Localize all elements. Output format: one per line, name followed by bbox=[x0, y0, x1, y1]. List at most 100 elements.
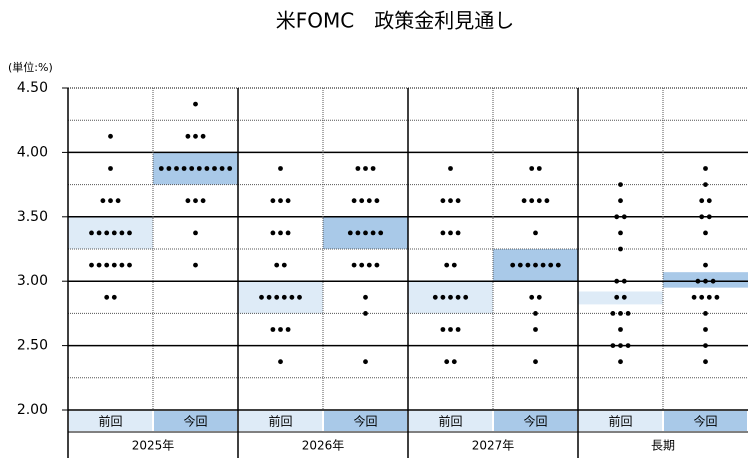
dot bbox=[448, 230, 453, 236]
dot bbox=[710, 278, 716, 284]
dot bbox=[370, 166, 376, 171]
dot bbox=[166, 166, 172, 171]
dot bbox=[463, 294, 469, 300]
dot bbox=[274, 294, 280, 300]
dot bbox=[111, 262, 117, 268]
dot bbox=[108, 133, 113, 139]
dot bbox=[281, 294, 287, 300]
dot bbox=[366, 198, 372, 204]
dot bbox=[448, 327, 453, 332]
dot bbox=[618, 198, 623, 204]
dot bbox=[347, 230, 353, 236]
dot bbox=[455, 327, 461, 332]
column-header: 今回 bbox=[183, 414, 207, 429]
dot bbox=[278, 327, 283, 332]
dot bbox=[200, 133, 206, 139]
dot bbox=[374, 262, 380, 268]
dot bbox=[444, 359, 450, 365]
dot bbox=[451, 262, 457, 268]
dot bbox=[706, 198, 712, 204]
dot bbox=[189, 166, 195, 171]
dot bbox=[703, 230, 708, 236]
dot bbox=[196, 166, 202, 171]
dot bbox=[96, 262, 102, 268]
dot bbox=[706, 294, 712, 300]
dot bbox=[270, 327, 276, 332]
dot bbox=[289, 294, 295, 300]
dot bbox=[703, 327, 708, 332]
y-tick-label: 2.50 bbox=[17, 338, 48, 354]
dot bbox=[455, 294, 461, 300]
dot bbox=[363, 294, 368, 300]
dot bbox=[618, 343, 623, 348]
dot bbox=[158, 166, 164, 171]
dot bbox=[510, 262, 516, 268]
dot bbox=[614, 214, 620, 220]
dot bbox=[703, 182, 708, 188]
group-label: 2025年 bbox=[132, 439, 175, 453]
dot bbox=[193, 101, 198, 107]
dot bbox=[525, 262, 531, 268]
dot bbox=[618, 182, 623, 188]
dot bbox=[448, 294, 453, 300]
median-band bbox=[68, 216, 153, 249]
dot bbox=[111, 294, 117, 300]
dot bbox=[703, 359, 708, 365]
dot bbox=[227, 166, 233, 171]
y-tick-label: 4.00 bbox=[17, 144, 48, 160]
dot bbox=[212, 166, 217, 171]
unit-label: (単位:%) bbox=[8, 60, 53, 74]
y-tick-label: 2.00 bbox=[17, 402, 48, 418]
dot bbox=[278, 359, 283, 365]
dot bbox=[699, 198, 705, 204]
dot bbox=[536, 198, 542, 204]
dot bbox=[618, 327, 623, 332]
column-header: 今回 bbox=[353, 414, 377, 429]
dot bbox=[444, 262, 450, 268]
dot bbox=[104, 230, 110, 236]
median-band bbox=[238, 281, 323, 314]
dot bbox=[533, 262, 538, 268]
dot bbox=[119, 230, 125, 236]
column-header-cell bbox=[69, 411, 152, 431]
dot bbox=[529, 166, 535, 171]
median-band bbox=[578, 291, 663, 305]
dot bbox=[108, 198, 113, 204]
dot bbox=[440, 294, 446, 300]
dot bbox=[89, 262, 94, 268]
dot bbox=[181, 166, 187, 171]
dot bbox=[359, 198, 365, 204]
dot bbox=[432, 294, 438, 300]
dot bbox=[610, 311, 616, 316]
column-header: 今回 bbox=[523, 414, 547, 429]
dot bbox=[281, 262, 287, 268]
dot bbox=[536, 294, 542, 300]
dot bbox=[440, 230, 446, 236]
dot bbox=[614, 294, 620, 300]
column-header-cell bbox=[239, 411, 322, 431]
dot bbox=[691, 294, 697, 300]
dot bbox=[533, 359, 538, 365]
dot bbox=[625, 311, 631, 316]
dot bbox=[703, 311, 708, 316]
dot bbox=[270, 230, 276, 236]
dot bbox=[115, 198, 121, 204]
dot bbox=[285, 327, 291, 332]
dot bbox=[621, 278, 627, 284]
dot bbox=[359, 262, 365, 268]
dot bbox=[455, 230, 461, 236]
dot bbox=[529, 294, 535, 300]
dot bbox=[448, 198, 453, 204]
dot bbox=[448, 166, 453, 171]
column-header-cell bbox=[409, 411, 492, 431]
dot bbox=[104, 262, 110, 268]
dot bbox=[363, 311, 368, 316]
dot bbox=[544, 198, 550, 204]
column-header: 前回 bbox=[438, 414, 462, 429]
column-header-cell bbox=[494, 411, 577, 431]
column-header: 前回 bbox=[608, 414, 632, 429]
dot bbox=[193, 230, 198, 236]
dot bbox=[351, 262, 357, 268]
dot bbox=[119, 262, 125, 268]
dot bbox=[104, 294, 110, 300]
